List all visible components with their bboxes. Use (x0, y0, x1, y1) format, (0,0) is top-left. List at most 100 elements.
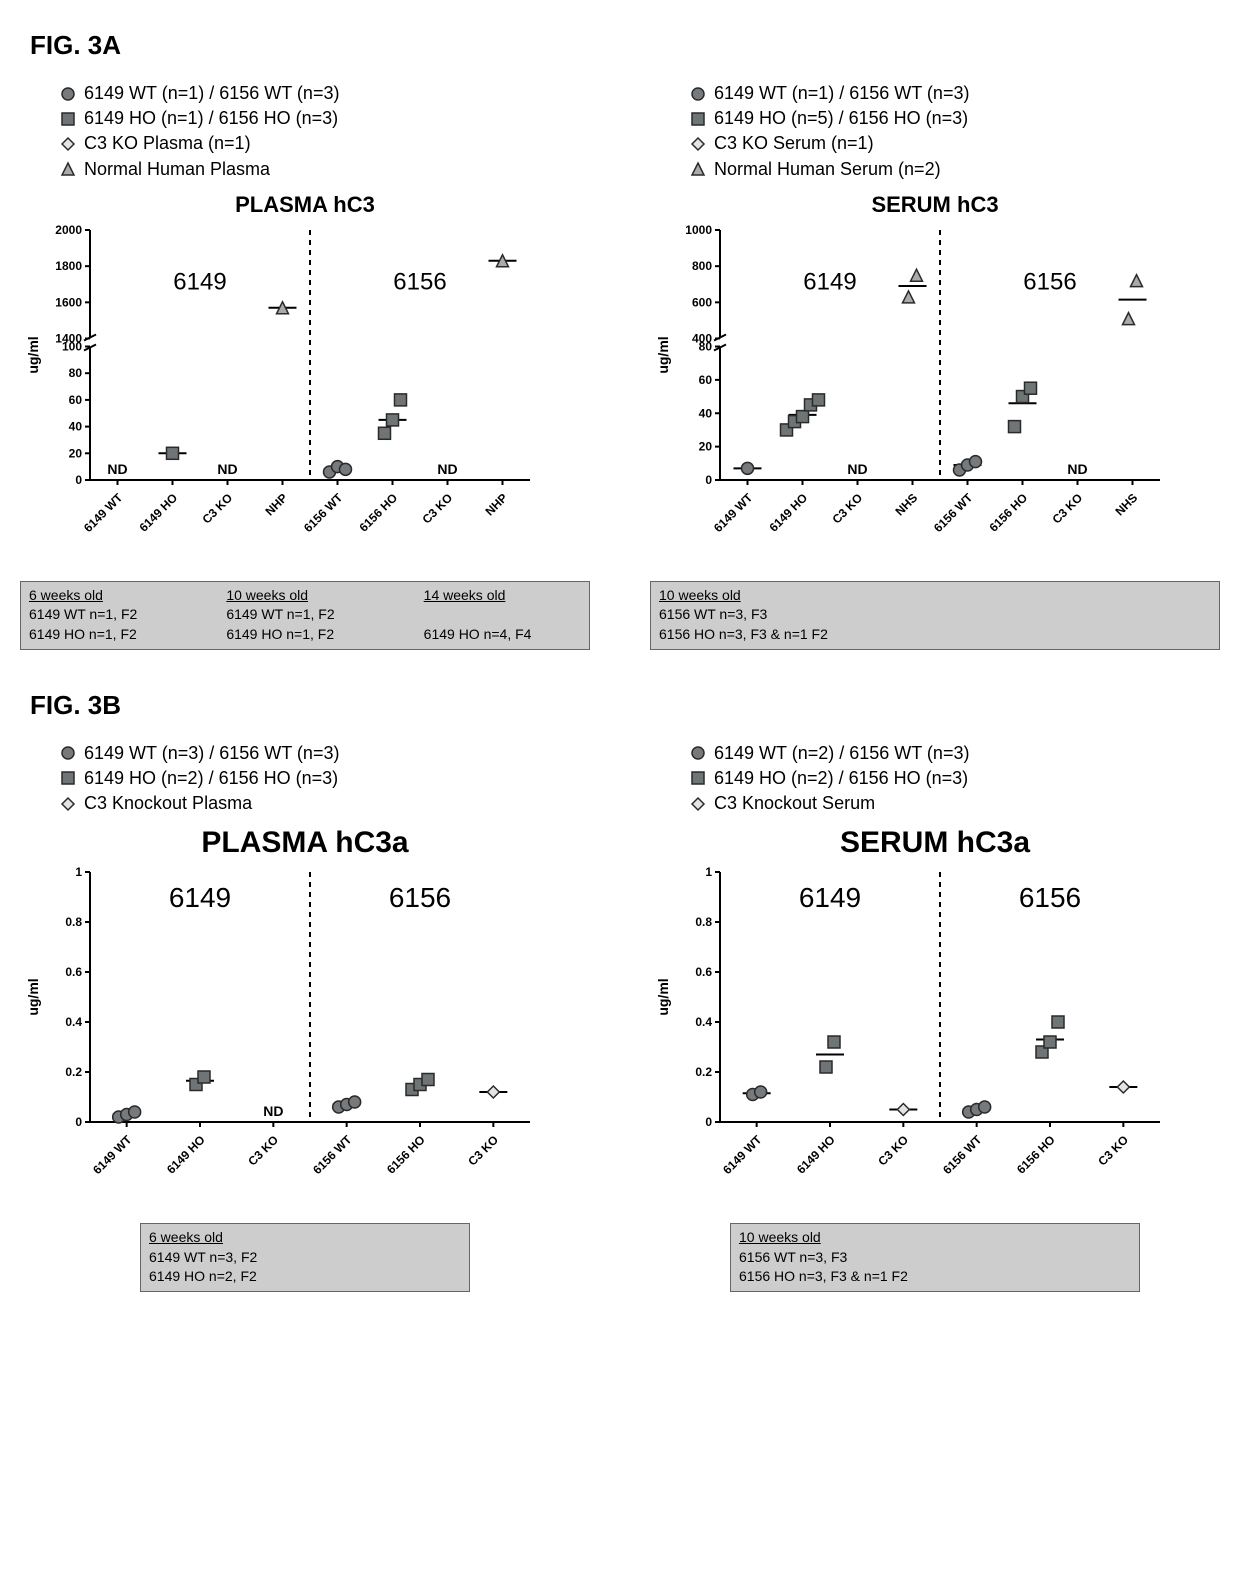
svg-text:2000: 2000 (55, 223, 82, 237)
svg-text:ND: ND (847, 461, 867, 477)
svg-text:0.8: 0.8 (65, 915, 82, 929)
legend-text: C3 KO Plasma (n=1) (84, 131, 251, 156)
svg-text:ND: ND (107, 461, 127, 477)
svg-text:60: 60 (699, 373, 713, 387)
panel-serum_hc3a: 6149 WT (n=2) / 6156 WT (n=3)6149 HO (n=… (650, 741, 1220, 1292)
svg-text:0.6: 0.6 (695, 965, 712, 979)
legend-text: 6149 WT (n=3) / 6156 WT (n=3) (84, 741, 339, 766)
legend-item: 6149 WT (n=1) / 6156 WT (n=3) (60, 81, 590, 106)
legend-text: 6149 HO (n=2) / 6156 HO (n=3) (84, 766, 338, 791)
legend-text: C3 KO Serum (n=1) (714, 131, 874, 156)
legend-item: 6149 HO (n=2) / 6156 HO (n=3) (690, 766, 1220, 791)
svg-text:800: 800 (692, 259, 712, 273)
legend-text: 6149 WT (n=1) / 6156 WT (n=3) (84, 81, 339, 106)
svg-text:60: 60 (69, 393, 83, 407)
legend-item: C3 Knockout Plasma (60, 791, 590, 816)
svg-text:6156 HO: 6156 HO (356, 490, 400, 534)
legend-item: C3 KO Plasma (n=1) (60, 131, 590, 156)
fig3a-row: 6149 WT (n=1) / 6156 WT (n=3)6149 HO (n=… (20, 81, 1220, 650)
svg-text:1000: 1000 (685, 223, 712, 237)
legend-text: 6149 WT (n=1) / 6156 WT (n=3) (714, 81, 969, 106)
svg-text:6149 HO: 6149 HO (136, 490, 180, 534)
svg-text:ug/ml: ug/ml (25, 336, 41, 373)
svg-text:0: 0 (75, 1115, 82, 1129)
legend-item: 6149 HO (n=5) / 6156 HO (n=3) (690, 106, 1220, 131)
info-box: 10 weeks old6156 WT n=3, F36156 HO n=3, … (730, 1223, 1140, 1292)
legend-item: 6149 WT (n=2) / 6156 WT (n=3) (690, 741, 1220, 766)
svg-text:1600: 1600 (55, 295, 82, 309)
legend-item: 6149 WT (n=3) / 6156 WT (n=3) (60, 741, 590, 766)
legend: 6149 WT (n=3) / 6156 WT (n=3)6149 HO (n=… (60, 741, 590, 817)
svg-text:C3 KO: C3 KO (465, 1133, 501, 1169)
svg-text:6156 HO: 6156 HO (384, 1133, 428, 1177)
svg-text:6156 WT: 6156 WT (940, 1132, 985, 1177)
svg-text:6156 HO: 6156 HO (1014, 1133, 1058, 1177)
svg-text:6149 HO: 6149 HO (164, 1133, 208, 1177)
legend-item: 6149 HO (n=2) / 6156 HO (n=3) (60, 766, 590, 791)
fig3b-row: 6149 WT (n=3) / 6156 WT (n=3)6149 HO (n=… (20, 741, 1220, 1292)
svg-text:6149: 6149 (169, 882, 231, 913)
legend-text: 6149 HO (n=2) / 6156 HO (n=3) (714, 766, 968, 791)
svg-text:6156: 6156 (393, 268, 446, 295)
svg-text:6149 WT: 6149 WT (711, 490, 756, 535)
chart-plasma_hc3: 0204060801001400160018002000ug/ml6149 WT… (20, 220, 540, 560)
svg-text:0.8: 0.8 (695, 915, 712, 929)
svg-text:6156 HO: 6156 HO (986, 490, 1030, 534)
legend: 6149 WT (n=1) / 6156 WT (n=3)6149 HO (n=… (60, 81, 590, 182)
svg-text:40: 40 (699, 406, 713, 420)
svg-text:40: 40 (69, 419, 83, 433)
info-box: 10 weeks old6156 WT n=3, F36156 HO n=3, … (650, 581, 1220, 650)
info-box: 6 weeks old10 weeks old14 weeks old6149 … (20, 581, 590, 650)
svg-text:NHP: NHP (262, 490, 290, 518)
svg-text:C3 KO: C3 KO (875, 1133, 911, 1169)
legend-text: Normal Human Plasma (84, 157, 270, 182)
chart-title: PLASMA hC3 (20, 192, 590, 218)
chart-title: PLASMA hC3a (20, 826, 590, 860)
svg-text:6149: 6149 (799, 882, 861, 913)
svg-text:ND: ND (437, 461, 457, 477)
svg-text:C3 KO: C3 KO (199, 490, 235, 526)
chart-plasma_hc3a: 00.20.40.60.81ug/ml6149 WT6149 HOC3 KO61… (20, 862, 540, 1202)
legend: 6149 WT (n=2) / 6156 WT (n=3)6149 HO (n=… (690, 741, 1220, 817)
svg-text:6149 HO: 6149 HO (766, 490, 810, 534)
svg-text:1800: 1800 (55, 259, 82, 273)
legend-item: 6149 HO (n=1) / 6156 HO (n=3) (60, 106, 590, 131)
svg-text:6149 WT: 6149 WT (81, 490, 126, 535)
svg-text:80: 80 (69, 366, 83, 380)
legend-item: Normal Human Serum (n=2) (690, 157, 1220, 182)
fig3a-title: FIG. 3A (30, 30, 1220, 61)
legend-text: Normal Human Serum (n=2) (714, 157, 941, 182)
svg-text:C3 KO: C3 KO (419, 490, 455, 526)
svg-text:C3 KO: C3 KO (1049, 490, 1085, 526)
svg-text:6149: 6149 (803, 268, 856, 295)
svg-text:1: 1 (705, 865, 712, 879)
svg-text:0: 0 (705, 1115, 712, 1129)
legend: 6149 WT (n=1) / 6156 WT (n=3)6149 HO (n=… (690, 81, 1220, 182)
svg-text:20: 20 (69, 446, 83, 460)
chart-title: SERUM hC3 (650, 192, 1220, 218)
svg-text:NHS: NHS (1112, 490, 1140, 518)
svg-text:6156 WT: 6156 WT (310, 1132, 355, 1177)
svg-text:ug/ml: ug/ml (25, 978, 41, 1015)
svg-text:0.4: 0.4 (695, 1015, 712, 1029)
svg-text:6149 WT: 6149 WT (720, 1132, 765, 1177)
svg-text:0.2: 0.2 (695, 1065, 712, 1079)
svg-text:600: 600 (692, 295, 712, 309)
panel-plasma_hc3: 6149 WT (n=1) / 6156 WT (n=3)6149 HO (n=… (20, 81, 590, 650)
svg-text:6156 WT: 6156 WT (931, 490, 976, 535)
legend-item: C3 Knockout Serum (690, 791, 1220, 816)
svg-text:C3 KO: C3 KO (245, 1133, 281, 1169)
panel-plasma_hc3a: 6149 WT (n=3) / 6156 WT (n=3)6149 HO (n=… (20, 741, 590, 1292)
legend-text: 6149 HO (n=5) / 6156 HO (n=3) (714, 106, 968, 131)
svg-text:1400: 1400 (55, 331, 82, 345)
chart-title: SERUM hC3a (650, 826, 1220, 860)
legend-item: C3 KO Serum (n=1) (690, 131, 1220, 156)
svg-text:ug/ml: ug/ml (655, 336, 671, 373)
svg-text:C3 KO: C3 KO (829, 490, 865, 526)
svg-text:20: 20 (699, 439, 713, 453)
svg-text:6156: 6156 (1019, 882, 1081, 913)
svg-text:400: 400 (692, 331, 712, 345)
legend-text: C3 Knockout Serum (714, 791, 875, 816)
svg-text:6156: 6156 (389, 882, 451, 913)
svg-text:ug/ml: ug/ml (655, 978, 671, 1015)
